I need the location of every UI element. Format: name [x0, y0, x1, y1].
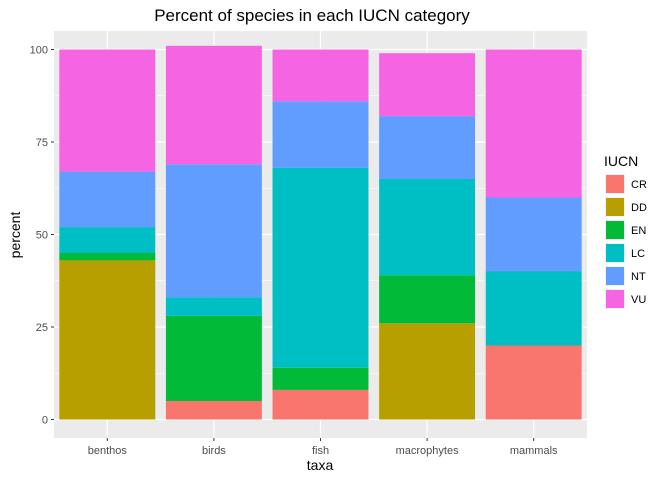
x-axis-title: taxa [307, 457, 334, 473]
legend-label-dd: DD [631, 202, 647, 214]
bar-segment-lc-fish [272, 167, 369, 368]
x-tick-label: benthos [88, 445, 128, 457]
y-tick-label: 100 [30, 45, 48, 57]
bar-segment-vu-mammals [485, 49, 582, 198]
x-tick-label: macrophytes [396, 445, 459, 457]
y-axis: 0 25 50 75 100 [30, 45, 54, 427]
legend-swatch-vu [606, 290, 624, 308]
x-tick-label: birds [202, 445, 226, 457]
legend-label-en: EN [631, 225, 646, 237]
x-tick-label: mammals [510, 445, 558, 457]
y-tick-label: 25 [36, 322, 48, 334]
bar-segment-vu-fish [272, 49, 369, 102]
y-axis-title: percent [7, 212, 23, 259]
bar-segment-lc-mammals [485, 271, 582, 346]
legend: IUCN CR DD EN LC NT VU [604, 153, 647, 309]
legend-swatch-en [606, 221, 624, 239]
bar-segment-nt-mammals [485, 197, 582, 272]
chart-title: Percent of species in each IUCN category [154, 6, 470, 25]
legend-label-cr: CR [631, 179, 647, 191]
bar-segment-cr-mammals [485, 345, 582, 420]
bar-segment-en-fish [272, 367, 369, 390]
bar-segment-cr-birds [165, 401, 262, 420]
x-tick-label: fish [312, 445, 329, 457]
bar-segment-dd-macrophytes [379, 323, 476, 420]
bar-segment-vu-birds [165, 45, 262, 165]
y-tick-label: 50 [36, 230, 48, 242]
bar-segment-lc-benthos [59, 227, 156, 253]
bars [59, 45, 582, 420]
bar-segment-vu-benthos [59, 49, 156, 172]
legend-swatch-cr [606, 175, 624, 193]
legend-swatch-nt [606, 267, 624, 285]
bar-segment-lc-birds [165, 297, 262, 316]
bar-segment-nt-fish [272, 101, 369, 168]
bar-segment-vu-macrophytes [379, 53, 476, 117]
bar-segment-nt-macrophytes [379, 116, 476, 179]
bar-segment-lc-macrophytes [379, 179, 476, 276]
legend-swatch-dd [606, 198, 624, 216]
y-tick-label: 75 [36, 137, 48, 149]
x-axis: benthos birds fish macrophytes mammals [88, 438, 558, 457]
legend-label-nt: NT [631, 271, 646, 283]
y-tick-label: 0 [42, 415, 48, 427]
bar-segment-en-macrophytes [379, 275, 476, 324]
legend-label-vu: VU [631, 294, 646, 306]
bar-segment-nt-birds [165, 164, 262, 298]
bar-segment-nt-benthos [59, 171, 156, 228]
bar-segment-dd-benthos [59, 260, 156, 420]
bar-segment-cr-fish [272, 389, 369, 420]
legend-label-lc: LC [631, 248, 645, 260]
bar-segment-en-benthos [59, 253, 156, 261]
bar-segment-en-birds [165, 315, 262, 401]
legend-title: IUCN [604, 153, 638, 169]
legend-swatch-lc [606, 244, 624, 262]
